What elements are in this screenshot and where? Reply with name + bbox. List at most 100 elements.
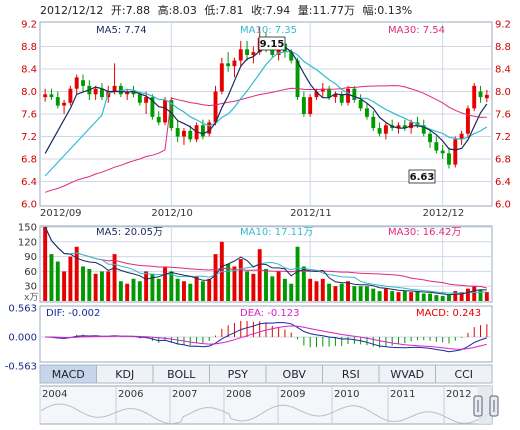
tab-psy[interactable]: PSY: [209, 364, 267, 384]
candle-up: [68, 85, 73, 106]
high-annotation: 9.15: [258, 36, 286, 51]
volume-bar: [163, 266, 167, 301]
candle-body: [68, 88, 73, 103]
timeline-sparkline: [40, 403, 490, 425]
candle-body: [226, 63, 231, 67]
header-high: 8.03: [172, 4, 197, 17]
candle-body: [175, 128, 180, 137]
tab-cci[interactable]: CCI: [435, 364, 493, 384]
volume-bar: [377, 291, 382, 301]
price-y-tick-right: 6.0: [495, 200, 511, 211]
price-y-tick: 6.4: [21, 177, 37, 188]
volume-y-tick: 150: [18, 223, 37, 234]
volume-y-tick: 30: [24, 282, 37, 293]
candle-body: [484, 94, 489, 99]
volume-bar: [276, 271, 281, 301]
low-annotation: 6.63: [408, 169, 436, 184]
tab-macd[interactable]: MACD: [39, 364, 97, 384]
candle-down: [150, 94, 155, 120]
header-low: 7.81: [219, 4, 244, 17]
price-y-tick: 8.4: [21, 65, 37, 76]
volume-y-tick: 60: [24, 267, 37, 278]
price-legend-ma10: MA10: 7.35: [240, 25, 297, 36]
timeline-handle-right[interactable]: [489, 395, 499, 417]
tab-rsi[interactable]: RSI: [322, 364, 380, 384]
candle-down: [339, 91, 344, 106]
candle-up: [144, 91, 149, 114]
volume-bar: [447, 295, 451, 301]
volume-bar: [358, 286, 363, 301]
tab-wvad[interactable]: WVAD: [378, 364, 436, 384]
candle-body: [150, 97, 155, 117]
candle-body: [352, 88, 357, 100]
candle-body: [308, 97, 313, 114]
volume-y-tick: 120: [18, 237, 37, 248]
candle-body: [232, 60, 237, 67]
timeline-year-label: 2011: [390, 389, 415, 400]
volume-bar: [346, 281, 350, 301]
candle-body: [465, 108, 470, 134]
candle-body: [156, 116, 161, 123]
candle-up: [93, 85, 98, 100]
volume-bar: [383, 288, 388, 301]
volume-bar: [238, 259, 243, 301]
price-y-tick: 7.6: [21, 110, 37, 121]
volume-bar: [421, 293, 426, 301]
tab-kdj[interactable]: KDJ: [96, 364, 154, 384]
candle-down: [175, 119, 180, 143]
candle-down: [377, 122, 382, 137]
dea-line: [45, 325, 487, 350]
candle-body: [125, 91, 130, 95]
ma30-line: [45, 85, 487, 193]
volume-bar: [156, 278, 161, 301]
candle-up: [472, 83, 477, 112]
price-x-ticks: 2012/09 2012/10 2012/11 2012/12: [40, 208, 464, 219]
timeline-handle-left[interactable]: [473, 395, 483, 417]
volume-bar: [396, 292, 401, 301]
candle-up: [251, 46, 256, 64]
volume-bar: [472, 286, 477, 301]
header-volume: 11.77万: [313, 4, 356, 17]
macd-y-tick: 0.000: [8, 333, 37, 344]
candle-body: [55, 97, 60, 106]
candle-body: [440, 150, 445, 154]
volume-bar: [68, 256, 73, 301]
candle-body: [421, 125, 426, 134]
candle-body: [163, 99, 167, 123]
volume-bar: [352, 286, 357, 301]
candle-body: [333, 94, 338, 98]
header-open: 7.88: [126, 4, 151, 17]
candle-down: [365, 102, 369, 120]
price-x-tick: 2012/12: [423, 208, 465, 219]
tab-label: KDJ: [115, 368, 134, 381]
volume-y-ticks: 150 120 90 60 30: [18, 223, 37, 293]
volume-bar: [320, 278, 325, 301]
candle-body: [447, 153, 451, 165]
volume-bar: [308, 278, 313, 301]
volume-bar: [409, 292, 414, 301]
price-y-tick: 8.0: [21, 87, 37, 98]
candle-body: [301, 97, 306, 114]
volume-bar: [118, 281, 123, 301]
candle-body: [93, 88, 98, 95]
candle-up: [484, 89, 489, 103]
price-x-tick: 2012/09: [40, 208, 82, 219]
volume-bar: [62, 271, 67, 301]
tab-boll[interactable]: BOLL: [152, 364, 210, 384]
timeline-navigator[interactable]: [39, 385, 493, 425]
tab-label: MACD: [52, 368, 85, 381]
price-x-tick: 2012/11: [290, 208, 332, 219]
tab-obv[interactable]: OBV: [265, 364, 323, 384]
candle-body: [365, 108, 369, 117]
candle-body: [74, 77, 79, 89]
candle-down: [421, 119, 426, 137]
candle-down: [301, 91, 306, 117]
candle-up: [219, 57, 224, 95]
volume-bar: [232, 266, 237, 301]
volume-bar: [175, 278, 180, 301]
candle-body: [219, 63, 224, 92]
candle-body: [402, 125, 407, 129]
volume-bar: [131, 278, 136, 301]
